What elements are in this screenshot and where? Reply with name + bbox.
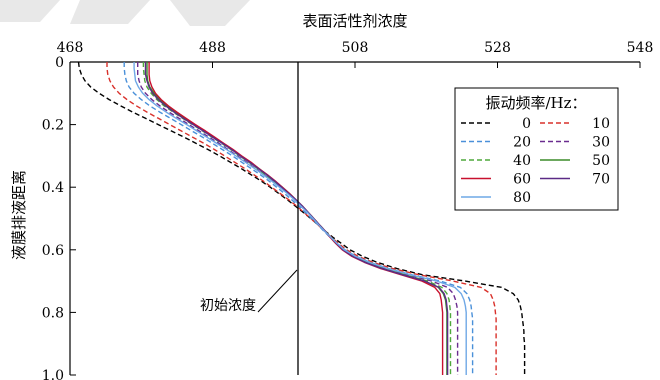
- y-tick-label: 1.0: [42, 368, 64, 380]
- x-axis-title: 表面活性剂浓度: [302, 12, 407, 30]
- y-tick-label: 0.6: [42, 243, 64, 259]
- x-tick-label: 548: [627, 40, 654, 56]
- y-axis-title: 液膜排液距离: [10, 170, 28, 260]
- annotation-initial-concentration: 初始浓度: [200, 297, 256, 314]
- legend-label-40: 40: [513, 153, 531, 169]
- legend-label-60: 60: [513, 172, 531, 188]
- series-group: [77, 61, 526, 375]
- y-tick-label: 0.8: [42, 305, 64, 321]
- legend-label-30: 30: [592, 135, 610, 151]
- series-line-70: [144, 62, 449, 375]
- legend-label-80: 80: [513, 190, 531, 206]
- annotation-leader: [257, 269, 298, 313]
- legend: 振动频率/Hz： 0 10 20 30 40 50 60 70 80: [454, 87, 619, 211]
- watermark: [0, 0, 250, 26]
- series-line-80: [133, 62, 467, 375]
- legend-label-70: 70: [592, 172, 610, 188]
- y-tick-label: 0.2: [42, 118, 64, 134]
- series-line-50: [146, 62, 448, 375]
- series-line-0: [77, 61, 526, 375]
- legend-label-50: 50: [592, 153, 610, 169]
- legend-box: [454, 87, 619, 211]
- x-tick-label: 508: [342, 40, 369, 56]
- series-line-20: [123, 62, 474, 375]
- x-tick-label: 488: [199, 40, 226, 56]
- series-line-40: [142, 62, 452, 375]
- plot-frame: [69, 61, 640, 375]
- x-tick-label: 468: [57, 40, 84, 56]
- legend-title: 振动频率/Hz：: [485, 94, 586, 112]
- y-tick-label: 0: [55, 55, 64, 71]
- legend-items: 0 10 20 30 40 50 60 70 80: [461, 116, 610, 206]
- y-axis-ticks: 0 0.2 0.4 0.6 0.8 1.0: [42, 55, 76, 380]
- legend-label-10: 10: [592, 116, 610, 132]
- legend-label-0: 0: [522, 116, 531, 132]
- y-tick-label: 0.4: [42, 180, 64, 196]
- x-tick-label: 528: [484, 40, 511, 56]
- series-line-60: [148, 62, 444, 375]
- x-axis-ticks: 468 488 508 528 548: [57, 40, 654, 68]
- legend-label-20: 20: [513, 135, 531, 151]
